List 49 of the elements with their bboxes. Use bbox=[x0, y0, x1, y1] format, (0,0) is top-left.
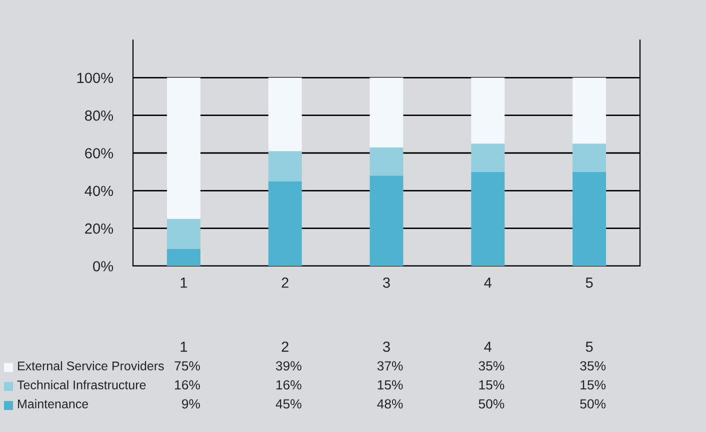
x-tick-label: 4 bbox=[484, 278, 492, 288]
bar bbox=[471, 172, 505, 266]
data-label: 37% bbox=[377, 361, 403, 371]
data-label: 15% bbox=[479, 380, 504, 390]
data-label: 35% bbox=[580, 361, 606, 371]
y-tick-label: 0% bbox=[93, 261, 114, 272]
data-label: 50% bbox=[478, 399, 504, 409]
y-tick-label: 100% bbox=[77, 72, 114, 84]
bar bbox=[268, 151, 302, 182]
x-tick-label: 3 bbox=[383, 277, 390, 288]
bar bbox=[572, 144, 606, 172]
x-tick-label: 5 bbox=[586, 278, 593, 288]
legend-label: Technical Infrastructure bbox=[17, 380, 146, 390]
data-label: 15% bbox=[378, 380, 403, 390]
legend-label: External Service Providers bbox=[18, 361, 164, 370]
bar bbox=[572, 172, 606, 266]
bar bbox=[572, 78, 606, 144]
data-label: 16% bbox=[175, 380, 200, 390]
data-label: 9% bbox=[182, 399, 200, 409]
y-tick-label: 40% bbox=[84, 186, 114, 196]
data-label: 75% bbox=[174, 361, 200, 371]
y-tick-label: 80% bbox=[85, 110, 114, 121]
category-label: 2 bbox=[282, 342, 288, 352]
bar bbox=[471, 78, 505, 144]
bar bbox=[370, 176, 404, 266]
data-label: 45% bbox=[276, 399, 302, 409]
x-tick-label: 2 bbox=[282, 277, 288, 288]
category-label: 4 bbox=[484, 342, 492, 352]
bar bbox=[166, 249, 200, 266]
category-label: 1 bbox=[180, 342, 188, 352]
bar bbox=[166, 218, 200, 250]
bar bbox=[370, 147, 404, 176]
y-tick-label: 20% bbox=[85, 223, 114, 234]
legend-label: Maintenance bbox=[18, 399, 88, 408]
category-label: 5 bbox=[586, 342, 593, 352]
data-label: 16% bbox=[276, 380, 302, 390]
data-label: 48% bbox=[377, 399, 403, 409]
bar bbox=[166, 78, 200, 219]
bar bbox=[370, 78, 404, 148]
data-label: 15% bbox=[580, 380, 606, 390]
category-label: 3 bbox=[383, 342, 390, 352]
bar bbox=[471, 144, 505, 172]
bar bbox=[268, 78, 302, 152]
data-label: 39% bbox=[276, 361, 302, 371]
bar bbox=[268, 181, 302, 266]
y-tick-label: 60% bbox=[85, 148, 114, 158]
data-label: 35% bbox=[478, 361, 504, 371]
x-tick-label: 1 bbox=[180, 278, 188, 288]
data-label: 50% bbox=[580, 399, 606, 409]
